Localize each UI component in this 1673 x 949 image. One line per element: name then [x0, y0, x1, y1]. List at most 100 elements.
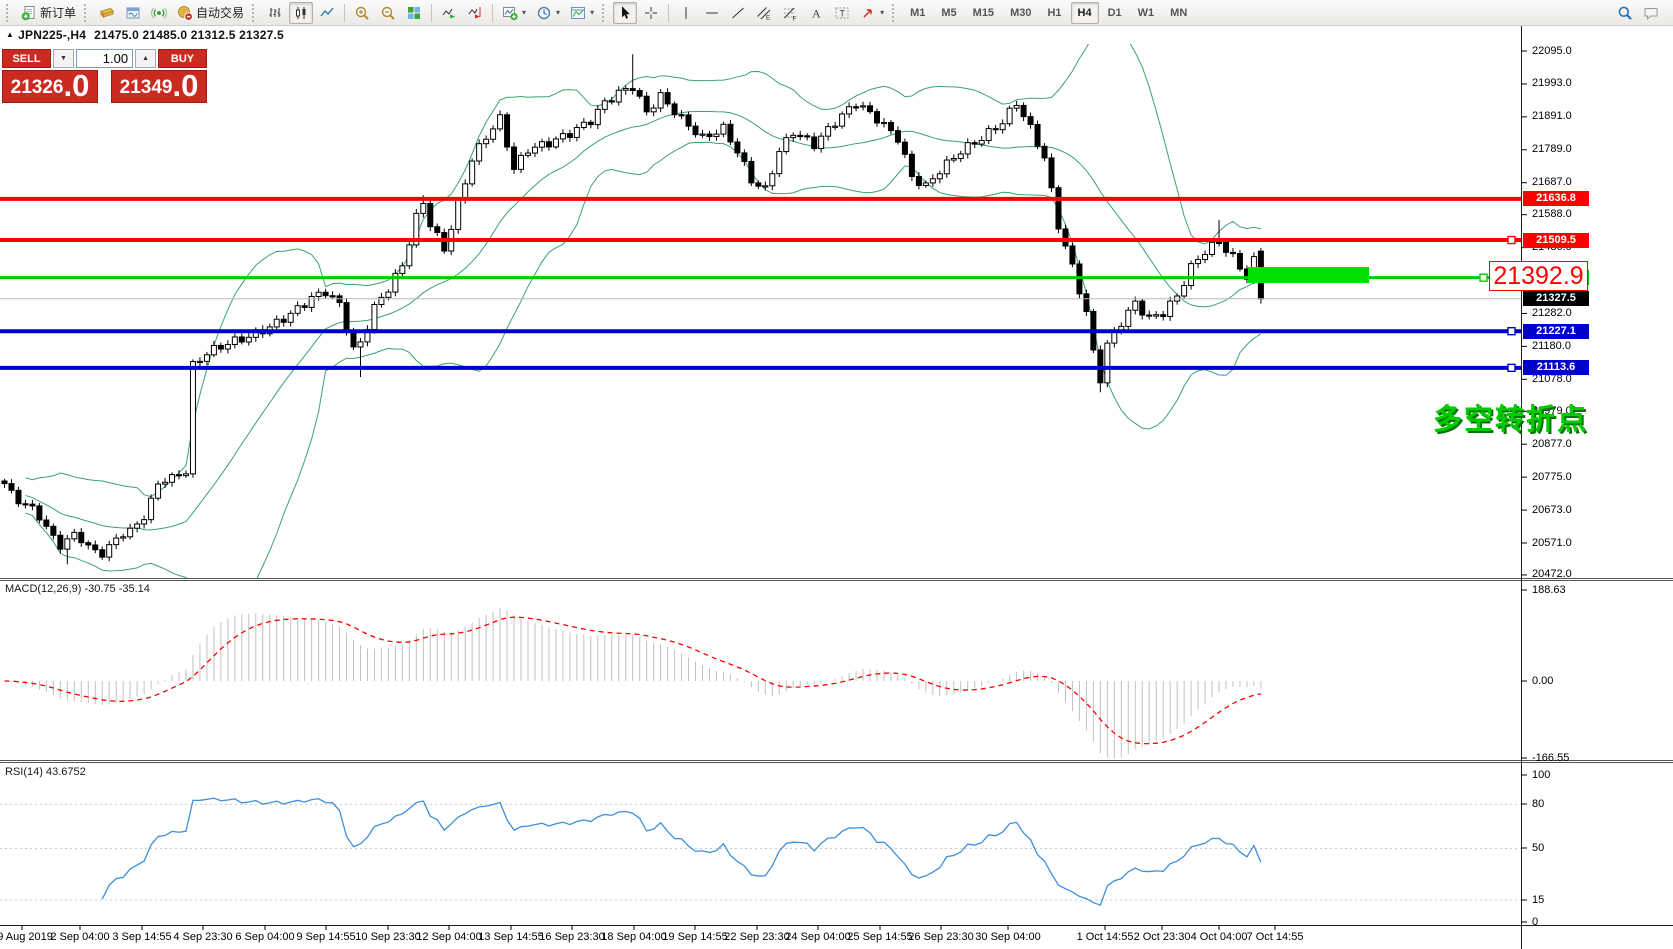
- time-axis-label: 4 Sep 23:30: [173, 931, 233, 943]
- bar-chart-button[interactable]: [263, 2, 287, 24]
- zoom-out-button[interactable]: [376, 2, 400, 24]
- ohlc-values: 21475.0 21485.0 21312.5 21327.5: [94, 28, 284, 42]
- volume-input[interactable]: [75, 49, 134, 68]
- market-window-icon: [125, 5, 141, 21]
- sell-price-display[interactable]: 21326.0: [2, 70, 98, 103]
- new-order-button[interactable]: 新订单: [17, 2, 80, 24]
- indicator-axis-label: 15: [1532, 893, 1545, 906]
- candlestick-chart-icon: [293, 5, 309, 21]
- trendline-icon: [730, 5, 746, 21]
- level-marker[interactable]: [1479, 273, 1488, 282]
- price-callout-label[interactable]: 21392.9: [1489, 261, 1588, 291]
- price-axis-label: 21687.0: [1532, 176, 1572, 189]
- timeframe-button-m5[interactable]: M5: [934, 2, 963, 24]
- level-marker[interactable]: [1507, 235, 1516, 245]
- cursor-button[interactable]: [613, 1, 638, 24]
- signal-button[interactable]: [147, 2, 171, 24]
- rsi-pane-layer: [0, 797, 1521, 907]
- autotrading-label: 自动交易: [196, 6, 245, 20]
- rsi-label: RSI(14) 43.6752: [5, 766, 86, 778]
- auto-scroll-button[interactable]: [437, 2, 461, 24]
- new-chart-button[interactable]: ▾: [498, 2, 530, 24]
- toolbar-grip[interactable]: [892, 3, 899, 22]
- timeframe-button-mn[interactable]: MN: [1163, 2, 1194, 24]
- sell-price-main: 21326: [10, 77, 64, 98]
- chevron-down-icon: ▾: [880, 8, 885, 17]
- search-button[interactable]: [1613, 2, 1637, 24]
- cursor-icon: [617, 5, 633, 21]
- sell-button[interactable]: SELL: [2, 49, 51, 68]
- market-window-button[interactable]: [121, 2, 145, 24]
- price-axis-label: 21891.0: [1532, 110, 1572, 123]
- price-axis-label: 22095.0: [1532, 44, 1572, 57]
- text-label-icon: T: [834, 5, 850, 21]
- buy-button[interactable]: BUY: [158, 49, 207, 68]
- turning-point-annotation[interactable]: 多空转折点: [1433, 404, 1589, 436]
- level-marker[interactable]: [1507, 363, 1516, 373]
- toolbar-grip[interactable]: [6, 3, 13, 22]
- horizontal-line-icon: [704, 5, 720, 21]
- tile-windows-button[interactable]: [402, 2, 426, 24]
- timeframe-button-w1[interactable]: W1: [1131, 2, 1162, 24]
- crosshair-button[interactable]: [639, 2, 663, 24]
- time-axis-label: 13 Sep 14:55: [478, 931, 544, 943]
- horizontal-line-button[interactable]: [700, 2, 724, 24]
- buy-price-display[interactable]: 21349.0: [111, 70, 207, 103]
- text-label-button[interactable]: T: [830, 2, 854, 24]
- toolbar-grip[interactable]: [84, 3, 91, 22]
- price-axis-label: 20571.0: [1532, 536, 1572, 549]
- level-marker[interactable]: [1507, 326, 1516, 336]
- profiles-clock-button[interactable]: ▾: [532, 2, 564, 24]
- highlight-rectangle[interactable]: [1248, 267, 1369, 283]
- macd-label: MACD(12,26,9) -30.75 -35.14: [5, 583, 150, 595]
- toolbar-grip[interactable]: [252, 3, 259, 22]
- chevron-down-icon: ▾: [556, 8, 561, 17]
- fibonacci-icon: F: [782, 5, 798, 22]
- price-axis-label: 20673.0: [1532, 503, 1572, 516]
- svg-text:E: E: [766, 14, 771, 21]
- equidistant-channel-button[interactable]: E: [752, 2, 776, 24]
- toolbar-grip[interactable]: [602, 3, 609, 22]
- arrows-button[interactable]: ▾: [856, 2, 888, 24]
- one-click-trading-panel: SELL ▼ ▲ BUY 21326.0 21349.0: [2, 49, 207, 103]
- new-chart-icon: [502, 5, 518, 21]
- vertical-line-button[interactable]: [674, 2, 698, 24]
- macd-pane-layer: [4, 608, 1262, 758]
- timeframe-toolbar: M1 M5 M15 M30 H1 H4 D1 W1 MN: [902, 1, 1195, 24]
- buy-price-frac: .0: [172, 68, 199, 103]
- price-axis-label: 21078.0: [1532, 372, 1572, 385]
- chart-template-button[interactable]: ▾: [566, 2, 598, 24]
- indicator-axis-label: 0: [1532, 915, 1539, 928]
- line-chart-button[interactable]: [315, 2, 339, 24]
- timeframe-button-m1[interactable]: M1: [903, 2, 932, 24]
- zoom-in-button[interactable]: [350, 2, 374, 24]
- wallet-button[interactable]: [95, 2, 119, 24]
- wallet-icon: [99, 5, 115, 21]
- chart-shift-button[interactable]: [463, 2, 487, 24]
- trendline-button[interactable]: [726, 2, 750, 24]
- timeframe-button-h1[interactable]: H1: [1040, 2, 1068, 24]
- text-button[interactable]: A: [804, 2, 828, 24]
- signal-icon: [151, 5, 167, 21]
- candlestick-chart-button[interactable]: [289, 1, 314, 24]
- collapse-triangle-icon[interactable]: ▲: [6, 30, 15, 39]
- price-axis-badge: 21636.8: [1523, 191, 1589, 207]
- timeframe-button-h4[interactable]: H4: [1070, 1, 1099, 24]
- price-axis-badge: 21509.5: [1523, 232, 1589, 248]
- candles-layer: [1, 54, 1264, 565]
- fibonacci-button[interactable]: F: [778, 2, 802, 24]
- time-axis-label: 2 Oct 23:30: [1133, 931, 1191, 943]
- timeframe-button-m15[interactable]: M15: [966, 2, 1001, 24]
- bar-chart-icon: [267, 5, 283, 21]
- autotrading-button[interactable]: 自动交易: [173, 2, 248, 24]
- time-axis-label: 9 Sep 14:55: [296, 931, 356, 943]
- volume-decrease-button[interactable]: ▼: [53, 49, 74, 68]
- volume-increase-button[interactable]: ▲: [135, 49, 156, 68]
- time-axis-label: 25 Sep 14:55: [847, 931, 913, 943]
- timeframe-button-d1[interactable]: D1: [1101, 2, 1129, 24]
- timeframe-button-m30[interactable]: M30: [1003, 2, 1038, 24]
- time-axis-label: 2 Sep 04:00: [50, 931, 110, 943]
- chat-button[interactable]: [1639, 2, 1663, 24]
- time-axis-label: 18 Sep 04:00: [601, 931, 667, 943]
